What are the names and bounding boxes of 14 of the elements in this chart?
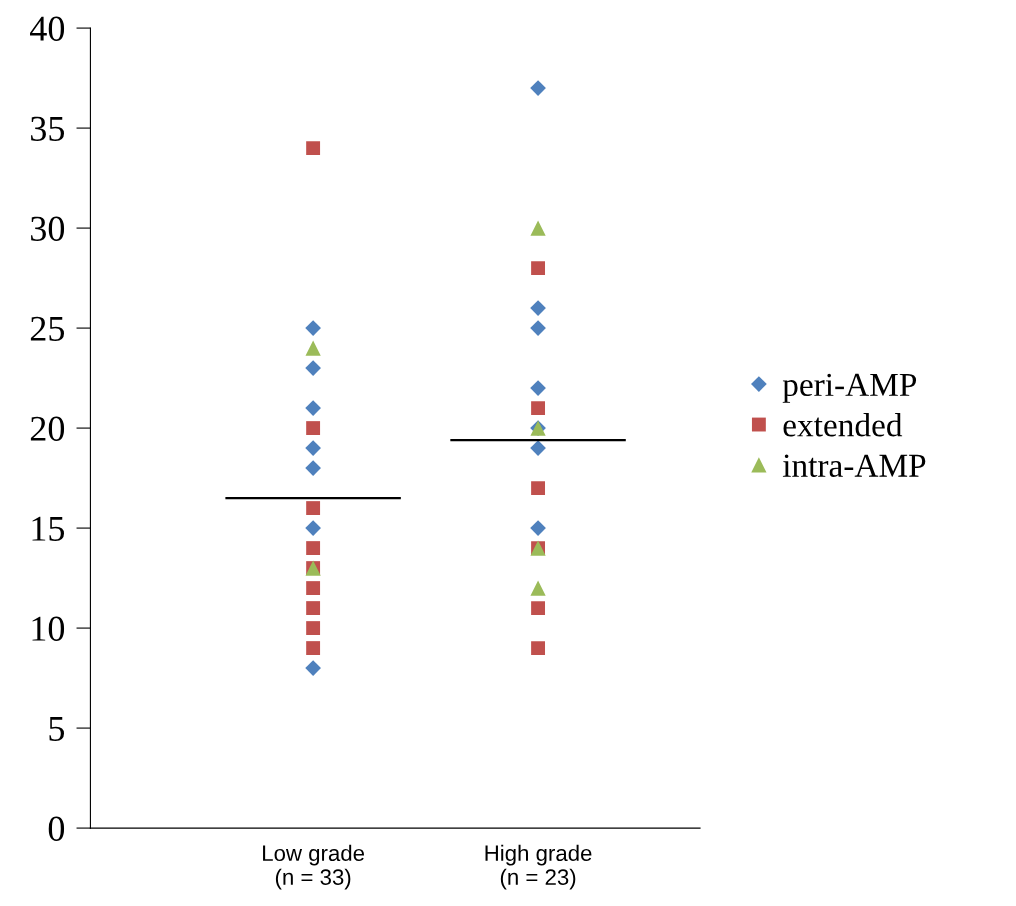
y-tick-label: 5 (49, 716, 65, 741)
y-tick-label: 0 (48, 816, 65, 841)
y-tick-label: 20 (30, 416, 65, 441)
y-tick-label: 35 (31, 116, 65, 141)
x-tick-label: Low grade (n = 33) (263, 844, 365, 890)
y-tick-label: 15 (32, 516, 65, 541)
x-tick-label: High grade (n = 23) (485, 844, 592, 890)
legend-label: intra-AMP (782, 454, 926, 477)
y-tick-label: 30 (31, 216, 65, 241)
legend-label: extended (783, 413, 903, 437)
legend-label: peri-AMP (782, 373, 917, 403)
y-tick-label: 25 (30, 316, 65, 341)
y-tick-label: 10 (32, 616, 65, 641)
y-tick-label: 40 (30, 16, 65, 41)
